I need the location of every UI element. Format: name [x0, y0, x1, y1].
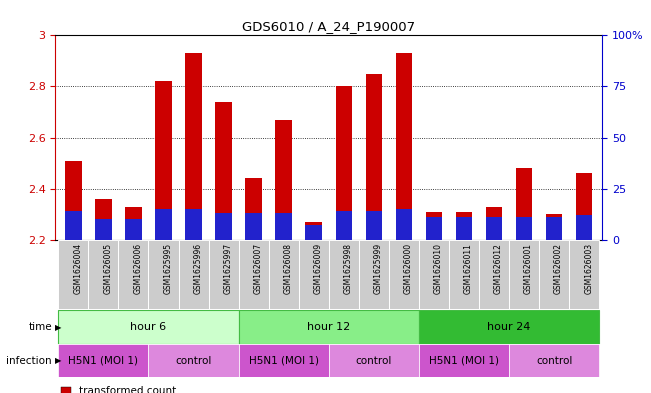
Bar — [215, 102, 232, 240]
Text: GSM1625998: GSM1625998 — [344, 243, 353, 294]
Text: hour 12: hour 12 — [307, 322, 350, 332]
Bar — [118, 240, 148, 309]
Text: H5N1 (MOI 1): H5N1 (MOI 1) — [68, 356, 139, 365]
Text: hour 6: hour 6 — [130, 322, 167, 332]
Legend: transformed count, percentile rank within the sample: transformed count, percentile rank withi… — [61, 386, 255, 393]
Bar — [65, 161, 81, 240]
Bar — [59, 240, 89, 309]
Bar — [576, 173, 592, 240]
Bar — [329, 240, 359, 309]
Bar — [396, 53, 412, 240]
Bar — [148, 240, 178, 309]
Text: GSM1626001: GSM1626001 — [524, 243, 533, 294]
Text: control: control — [175, 356, 212, 365]
Bar — [419, 344, 509, 377]
Bar — [396, 209, 412, 240]
Text: control: control — [536, 356, 572, 365]
Bar — [516, 168, 533, 240]
Bar — [419, 240, 449, 309]
Bar — [95, 199, 112, 240]
Text: GSM1626000: GSM1626000 — [404, 243, 413, 294]
Bar — [389, 240, 419, 309]
Bar — [65, 211, 81, 240]
Bar — [426, 211, 442, 240]
Bar — [59, 310, 239, 344]
Bar — [569, 240, 599, 309]
Text: time: time — [29, 322, 52, 332]
Bar — [125, 206, 142, 240]
Bar — [186, 209, 202, 240]
Text: H5N1 (MOI 1): H5N1 (MOI 1) — [249, 356, 319, 365]
Bar — [95, 219, 112, 240]
Bar — [486, 206, 503, 240]
Text: GSM1626008: GSM1626008 — [284, 243, 293, 294]
Bar — [335, 211, 352, 240]
Bar — [546, 214, 562, 240]
Bar — [275, 213, 292, 240]
Bar — [245, 213, 262, 240]
Bar — [329, 344, 419, 377]
Bar — [509, 344, 599, 377]
Bar — [299, 240, 329, 309]
Bar — [305, 226, 322, 240]
Text: GSM1626010: GSM1626010 — [434, 243, 443, 294]
Bar — [576, 215, 592, 240]
Bar — [155, 209, 172, 240]
Bar — [148, 344, 239, 377]
Bar — [59, 344, 148, 377]
Text: GSM1626006: GSM1626006 — [133, 243, 143, 294]
Bar — [239, 344, 329, 377]
Bar — [269, 240, 299, 309]
Bar — [239, 240, 269, 309]
Bar — [335, 86, 352, 240]
Bar — [178, 240, 208, 309]
Text: GDS6010 / A_24_P190007: GDS6010 / A_24_P190007 — [242, 20, 415, 33]
Text: GSM1626009: GSM1626009 — [314, 243, 323, 294]
Text: GSM1626004: GSM1626004 — [74, 243, 83, 294]
Bar — [539, 240, 569, 309]
Text: ▶: ▶ — [55, 323, 61, 332]
Text: GSM1625999: GSM1625999 — [374, 243, 383, 294]
Text: hour 24: hour 24 — [488, 322, 531, 332]
Bar — [366, 211, 382, 240]
Text: GSM1626007: GSM1626007 — [254, 243, 262, 294]
Text: infection: infection — [7, 356, 52, 365]
Bar — [359, 240, 389, 309]
Bar — [125, 219, 142, 240]
Bar — [456, 211, 472, 240]
Bar — [479, 240, 509, 309]
Text: GSM1626002: GSM1626002 — [554, 243, 563, 294]
Bar — [245, 178, 262, 240]
Bar — [275, 119, 292, 240]
Bar — [186, 53, 202, 240]
Bar — [546, 217, 562, 240]
Text: GSM1626011: GSM1626011 — [464, 243, 473, 294]
Bar — [239, 310, 419, 344]
Text: control: control — [355, 356, 392, 365]
Bar — [486, 217, 503, 240]
Text: GSM1626003: GSM1626003 — [584, 243, 593, 294]
Text: GSM1626012: GSM1626012 — [494, 243, 503, 294]
Bar — [215, 213, 232, 240]
Bar — [449, 240, 479, 309]
Bar — [89, 240, 118, 309]
Bar — [419, 310, 599, 344]
Bar — [516, 217, 533, 240]
Text: H5N1 (MOI 1): H5N1 (MOI 1) — [429, 356, 499, 365]
Text: GSM1625995: GSM1625995 — [163, 243, 173, 294]
Bar — [509, 240, 539, 309]
Text: ▶: ▶ — [55, 356, 61, 365]
Bar — [305, 222, 322, 240]
Text: GSM1625996: GSM1625996 — [193, 243, 202, 294]
Text: GSM1626005: GSM1626005 — [104, 243, 113, 294]
Bar — [426, 217, 442, 240]
Bar — [155, 81, 172, 240]
Bar — [456, 217, 472, 240]
Bar — [366, 73, 382, 240]
Bar — [208, 240, 239, 309]
Text: GSM1625997: GSM1625997 — [223, 243, 232, 294]
